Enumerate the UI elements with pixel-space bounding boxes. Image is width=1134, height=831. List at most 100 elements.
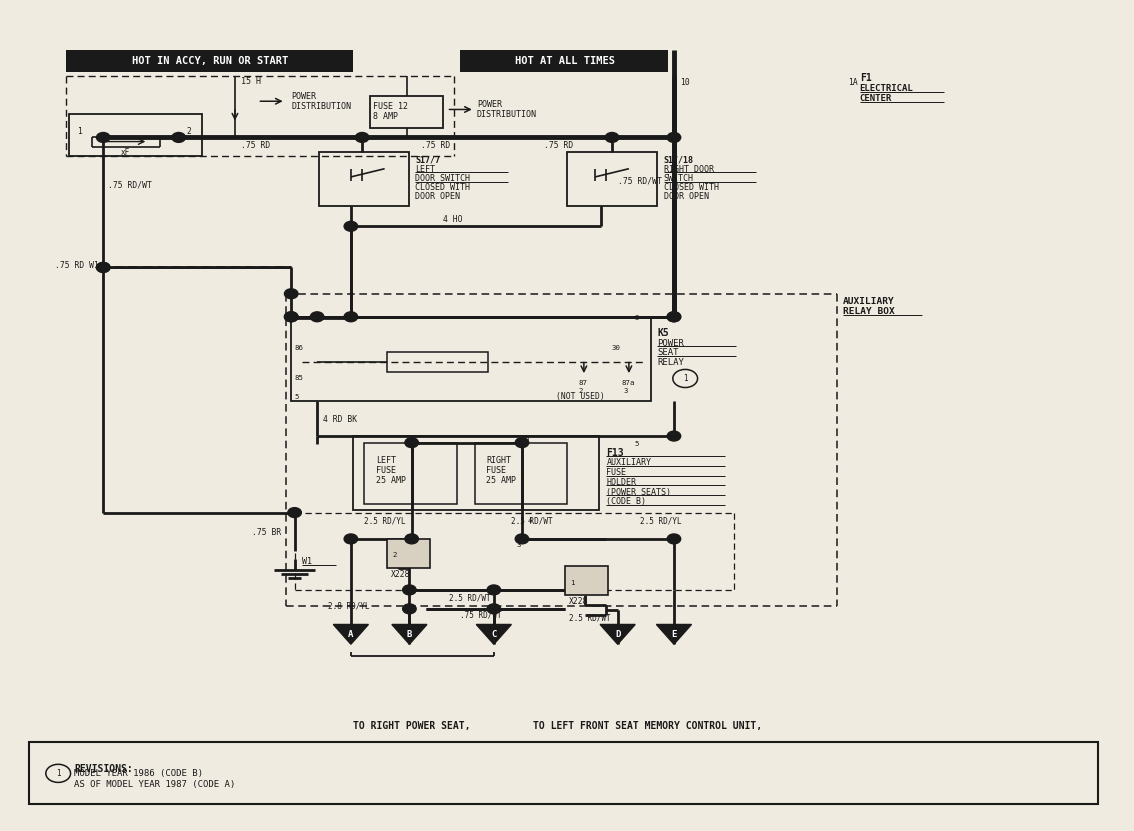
- Circle shape: [403, 604, 416, 614]
- Text: 4: 4: [527, 518, 532, 524]
- Text: POWER: POWER: [291, 91, 316, 101]
- Polygon shape: [333, 624, 369, 644]
- Circle shape: [311, 312, 324, 322]
- Text: S17/7: S17/7: [415, 156, 440, 165]
- Text: 3: 3: [624, 388, 628, 394]
- Circle shape: [96, 263, 110, 273]
- Circle shape: [403, 585, 416, 595]
- Text: 2: 2: [578, 388, 583, 394]
- Text: DOOR OPEN: DOOR OPEN: [415, 192, 460, 201]
- Text: 25 AMP: 25 AMP: [486, 476, 516, 485]
- Text: DISTRIBUTION: DISTRIBUTION: [291, 101, 352, 111]
- Circle shape: [285, 312, 298, 322]
- Text: (NOT USED): (NOT USED): [556, 392, 604, 401]
- Bar: [565, 566, 608, 595]
- Text: SEAT: SEAT: [657, 348, 678, 357]
- Text: SWITCH: SWITCH: [663, 174, 694, 183]
- Text: LEFT: LEFT: [375, 456, 396, 465]
- Circle shape: [172, 132, 185, 142]
- Polygon shape: [476, 624, 511, 644]
- Text: xF: xF: [121, 148, 130, 157]
- Text: .75 RD: .75 RD: [421, 141, 450, 150]
- Circle shape: [488, 585, 500, 595]
- Text: LEFT: LEFT: [415, 165, 435, 174]
- Text: RELAY: RELAY: [657, 358, 684, 367]
- Circle shape: [515, 534, 528, 543]
- Text: HOT AT ALL TIMES: HOT AT ALL TIMES: [515, 56, 615, 66]
- Text: K5: K5: [657, 328, 669, 338]
- Circle shape: [285, 312, 298, 322]
- Text: POWER: POWER: [657, 338, 684, 347]
- Text: .75 RD/WT: .75 RD/WT: [460, 610, 501, 619]
- Text: F1: F1: [860, 73, 871, 83]
- Text: 5: 5: [635, 441, 640, 447]
- Circle shape: [488, 604, 500, 614]
- Bar: [370, 96, 443, 128]
- Text: TO RIGHT POWER SEAT,: TO RIGHT POWER SEAT,: [353, 721, 471, 731]
- Text: DOOR OPEN: DOOR OPEN: [663, 192, 709, 201]
- Text: 87a: 87a: [621, 380, 635, 386]
- Text: 1: 1: [56, 769, 60, 778]
- Text: TO LEFT FRONT SEAT MEMORY CONTROL UNIT,: TO LEFT FRONT SEAT MEMORY CONTROL UNIT,: [533, 721, 762, 731]
- Circle shape: [667, 534, 680, 543]
- Bar: [320, 152, 409, 206]
- Text: 25 AMP: 25 AMP: [375, 476, 406, 485]
- Text: 1: 1: [570, 579, 575, 586]
- Text: CLOSED WITH: CLOSED WITH: [415, 183, 469, 192]
- Text: 1: 1: [77, 127, 82, 136]
- Text: .75 RD W1: .75 RD W1: [54, 261, 99, 270]
- Polygon shape: [600, 624, 635, 644]
- Text: CENTER: CENTER: [860, 94, 892, 103]
- Text: C: C: [491, 630, 497, 639]
- Text: 4 HO: 4 HO: [443, 215, 463, 224]
- Circle shape: [405, 438, 418, 448]
- Bar: [475, 443, 567, 504]
- Text: ELECTRICAL: ELECTRICAL: [860, 85, 913, 93]
- Circle shape: [667, 312, 680, 322]
- Text: 2.5 RD/YL: 2.5 RD/YL: [641, 516, 682, 525]
- Text: AS OF MODEL YEAR 1987 (CODE A): AS OF MODEL YEAR 1987 (CODE A): [74, 779, 235, 789]
- Text: S17/18: S17/18: [663, 156, 694, 165]
- Text: 2.5 RD/YL: 2.5 RD/YL: [364, 516, 406, 525]
- Text: 3: 3: [516, 543, 521, 548]
- Text: HOT IN ACCY, RUN OR START: HOT IN ACCY, RUN OR START: [132, 56, 288, 66]
- Text: .75 RD: .75 RD: [240, 141, 270, 150]
- Circle shape: [606, 132, 619, 142]
- Text: 4 RD BK: 4 RD BK: [323, 416, 357, 424]
- Text: (POWER SEATS): (POWER SEATS): [607, 488, 671, 496]
- Text: 2.8 RD/YL: 2.8 RD/YL: [329, 602, 370, 611]
- Text: 2: 2: [186, 127, 192, 136]
- Text: D: D: [615, 630, 620, 639]
- Circle shape: [667, 312, 680, 322]
- Text: FUSE: FUSE: [486, 466, 506, 475]
- Text: DISTRIBUTION: DISTRIBUTION: [477, 110, 536, 119]
- Circle shape: [96, 263, 110, 273]
- Text: FUSE: FUSE: [375, 466, 396, 475]
- Text: 86: 86: [295, 345, 304, 351]
- Text: A: A: [348, 630, 354, 639]
- Text: E: E: [671, 630, 677, 639]
- Text: B: B: [407, 630, 412, 639]
- Text: 2: 2: [392, 553, 397, 558]
- Text: X228: X228: [569, 597, 589, 606]
- Text: 30: 30: [612, 345, 621, 351]
- Bar: [29, 742, 1099, 804]
- Bar: [291, 317, 651, 401]
- Text: 85: 85: [295, 376, 304, 381]
- Text: AUXILIARY: AUXILIARY: [843, 297, 895, 307]
- Polygon shape: [657, 624, 692, 644]
- Bar: [353, 436, 599, 510]
- Bar: [387, 538, 430, 568]
- Text: .75 RD/WT: .75 RD/WT: [618, 176, 661, 185]
- Text: REVISIONS:: REVISIONS:: [74, 765, 133, 774]
- Text: 10: 10: [679, 78, 689, 86]
- Circle shape: [667, 431, 680, 441]
- Bar: [69, 114, 202, 156]
- Text: X228: X228: [391, 570, 411, 578]
- Circle shape: [285, 289, 298, 298]
- Circle shape: [344, 534, 357, 543]
- Text: AUXILIARY: AUXILIARY: [607, 458, 651, 467]
- Circle shape: [355, 132, 369, 142]
- Bar: [460, 50, 668, 71]
- Text: DOOR SWITCH: DOOR SWITCH: [415, 174, 469, 183]
